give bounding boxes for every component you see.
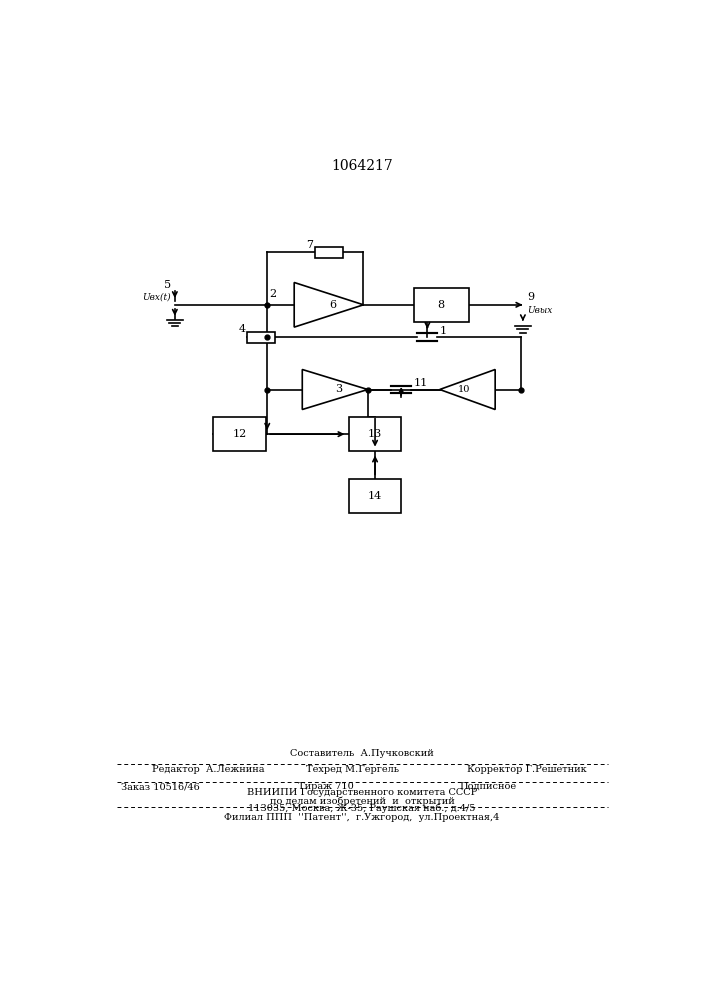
Text: 11: 11	[414, 378, 428, 388]
Text: Корректор Г.Решетник: Корректор Г.Решетник	[467, 765, 588, 774]
Bar	[349, 417, 402, 451]
Text: 5: 5	[164, 280, 171, 290]
Text: Uвx(t): Uвx(t)	[142, 293, 171, 302]
Text: 13: 13	[368, 429, 382, 439]
Text: 10: 10	[458, 385, 471, 394]
Bar	[315, 247, 343, 258]
Text: 9: 9	[527, 292, 534, 302]
Polygon shape	[303, 369, 368, 410]
Text: Uвых: Uвых	[527, 306, 553, 315]
Bar	[414, 288, 469, 322]
Text: 14: 14	[368, 491, 382, 501]
Text: 7: 7	[306, 240, 313, 250]
Text: 12: 12	[233, 429, 247, 439]
Text: 1: 1	[440, 326, 447, 336]
Polygon shape	[440, 369, 495, 410]
Text: Подписное: Подписное	[460, 782, 517, 791]
Polygon shape	[294, 282, 363, 327]
Text: Тираж 710: Тираж 710	[298, 782, 354, 791]
Text: 2: 2	[269, 289, 276, 299]
Bar	[349, 479, 402, 513]
Text: Составитель  А.Пучковский: Составитель А.Пучковский	[290, 749, 434, 758]
Text: 6: 6	[329, 300, 337, 310]
Text: 4: 4	[238, 324, 246, 334]
Text: по делам изобретений  и  открытий: по делам изобретений и открытий	[269, 796, 455, 806]
Text: 1064217: 1064217	[331, 159, 393, 173]
Text: 8: 8	[438, 300, 445, 310]
Bar	[214, 417, 266, 451]
Text: Техред М.Гергель: Техред М.Гергель	[305, 765, 399, 774]
Bar	[247, 332, 275, 343]
Text: ВНИИПИ Государственного комитета СССР: ВНИИПИ Государственного комитета СССР	[247, 788, 477, 797]
Text: Филиал ППП  ''Патент'',  г.Ужгород,  ул.Проектная,4: Филиал ППП ''Патент'', г.Ужгород, ул.Про…	[224, 813, 500, 822]
Text: Редактор  А.Лежнина: Редактор А.Лежнина	[152, 765, 264, 774]
Text: Заказ 10516/46: Заказ 10516/46	[121, 782, 199, 791]
Text: 3: 3	[335, 384, 342, 394]
Text: 113035, Москва, Ж-35, Раушская наб., д.4/5: 113035, Москва, Ж-35, Раушская наб., д.4…	[248, 804, 476, 813]
